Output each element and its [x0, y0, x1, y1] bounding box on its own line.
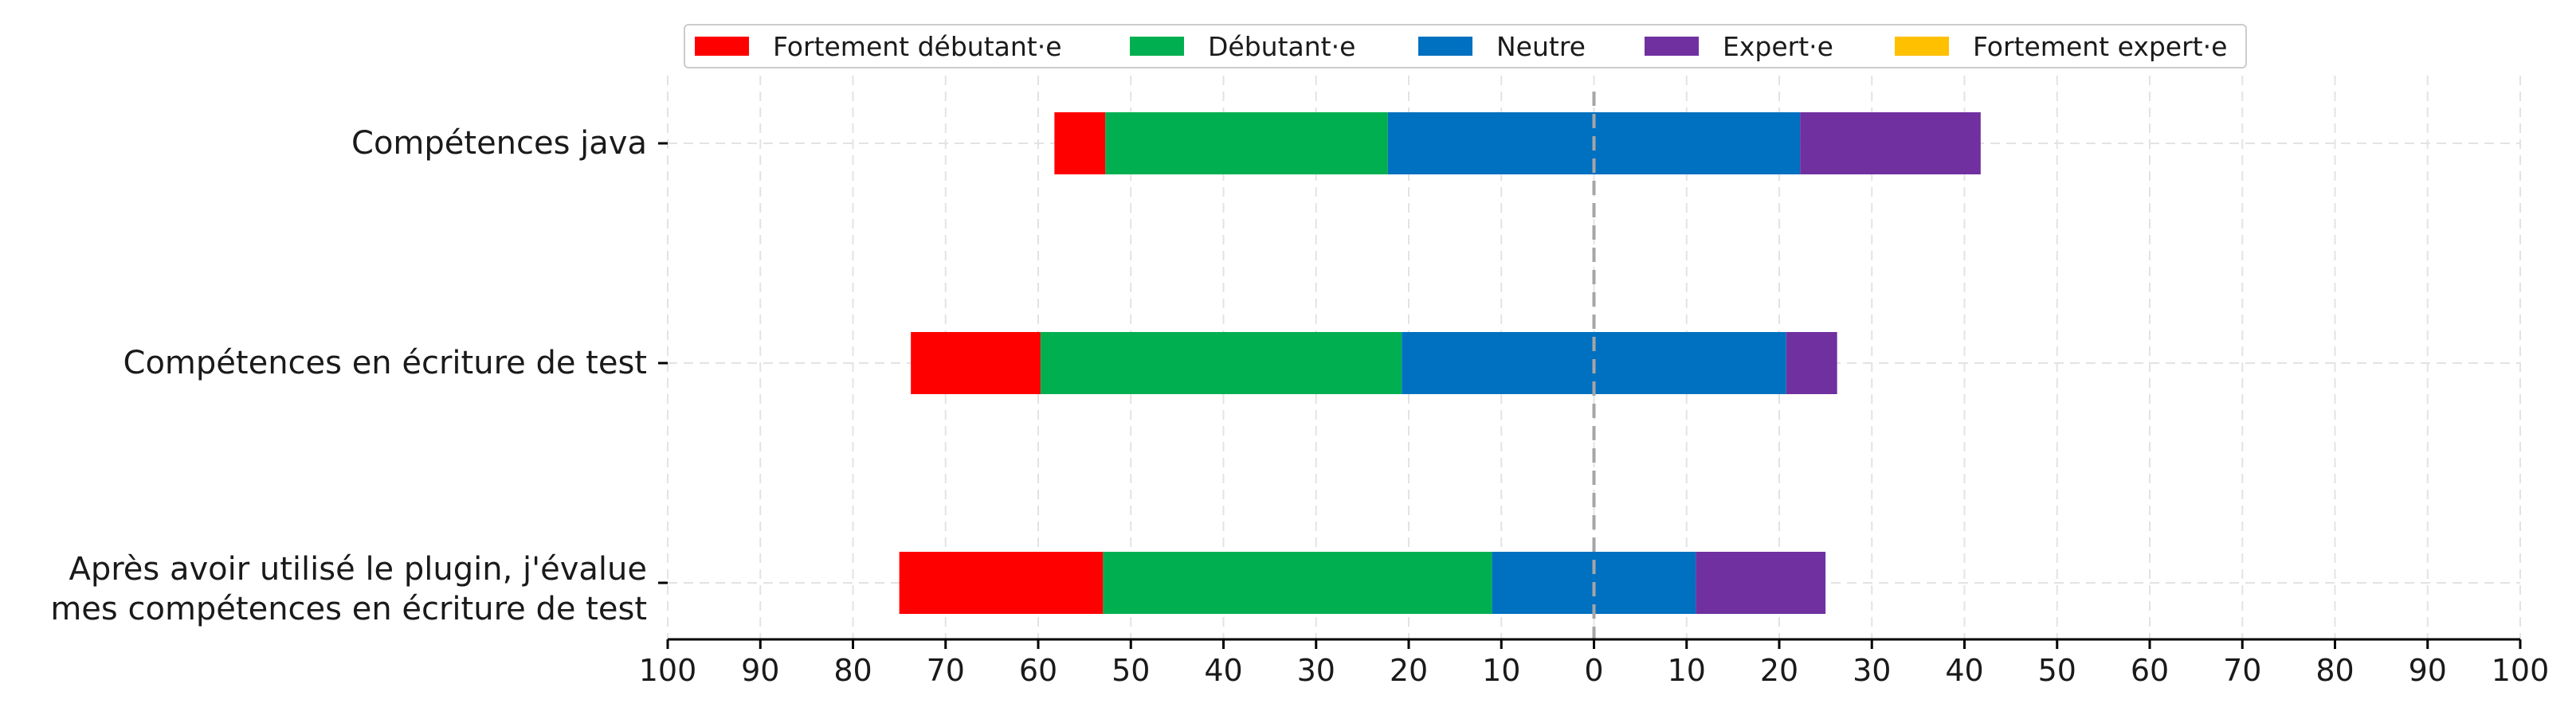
x-tick-label: 90 — [741, 653, 779, 688]
x-tick-label: 50 — [1112, 653, 1150, 688]
category-label: Après avoir utilisé le plugin, j'évalue … — [50, 551, 647, 627]
legend: Fortement débutant·e Débutant·e Neutre E… — [684, 24, 2247, 68]
legend-label: Neutre — [1496, 30, 1586, 62]
legend-label: Fortement débutant·e — [773, 30, 1062, 62]
x-tick-label: 100 — [639, 653, 697, 688]
legend-item-fortement-debutant: Fortement débutant·e — [695, 25, 1062, 67]
x-tick-label: 80 — [2315, 653, 2354, 688]
x-tick-label: 0 — [1584, 653, 1603, 688]
legend-swatch — [1418, 37, 1472, 56]
x-tick-label: 90 — [2409, 653, 2447, 688]
bar-segment — [1105, 112, 1388, 174]
x-tick-label: 10 — [1482, 653, 1520, 688]
x-tick-label: 40 — [1945, 653, 1983, 688]
x-tick-label: 70 — [927, 653, 965, 688]
bar-segment — [1054, 112, 1106, 174]
bar-segment — [1103, 552, 1492, 614]
x-tick-label: 80 — [833, 653, 872, 688]
category-label: Compétences en écriture de test — [123, 345, 647, 381]
legend-item-debutant: Débutant·e — [1130, 25, 1355, 67]
bar-segment — [1040, 332, 1402, 394]
bar-segment — [1696, 552, 1826, 614]
x-tick-label: 30 — [1853, 653, 1891, 688]
legend-label: Débutant·e — [1208, 30, 1356, 62]
x-tick-label: 20 — [1760, 653, 1798, 688]
bar-segment — [899, 552, 1104, 614]
x-axis — [666, 638, 2522, 649]
x-tick-label: 100 — [2492, 653, 2550, 688]
bar-segment — [911, 332, 1041, 394]
x-tick-label: 20 — [1390, 653, 1428, 688]
x-tick-label: 60 — [2131, 653, 2169, 688]
x-tick-label: 30 — [1297, 653, 1335, 688]
legend-item-fortement-expert: Fortement expert·e — [1895, 25, 2227, 67]
y-category-ticks — [658, 142, 668, 584]
legend-label: Fortement expert·e — [1973, 30, 2228, 62]
legend-item-neutre: Neutre — [1418, 25, 1586, 67]
bar-segment — [1800, 112, 1981, 174]
x-tick-label: 40 — [1204, 653, 1242, 688]
legend-swatch — [1130, 37, 1184, 56]
bars-group — [899, 112, 1981, 614]
legend-swatch — [1645, 37, 1699, 56]
legend-swatch — [1895, 37, 1949, 56]
x-tick-label: 70 — [2223, 653, 2261, 688]
x-tick-labels: 100 90 80 70 60 50 40 30 20 10 0 10 20 30 40 50 60 70 80 90… — [639, 653, 2550, 688]
legend-swatch — [695, 37, 749, 56]
x-tick-label: 10 — [1668, 653, 1706, 688]
x-tick-label: 60 — [1019, 653, 1057, 688]
x-tick-label: 50 — [2038, 653, 2076, 688]
category-label: Compétences java — [351, 125, 647, 162]
bar-segment — [1786, 332, 1837, 394]
legend-label: Expert·e — [1723, 30, 1833, 62]
legend-item-expert: Expert·e — [1645, 25, 1833, 67]
